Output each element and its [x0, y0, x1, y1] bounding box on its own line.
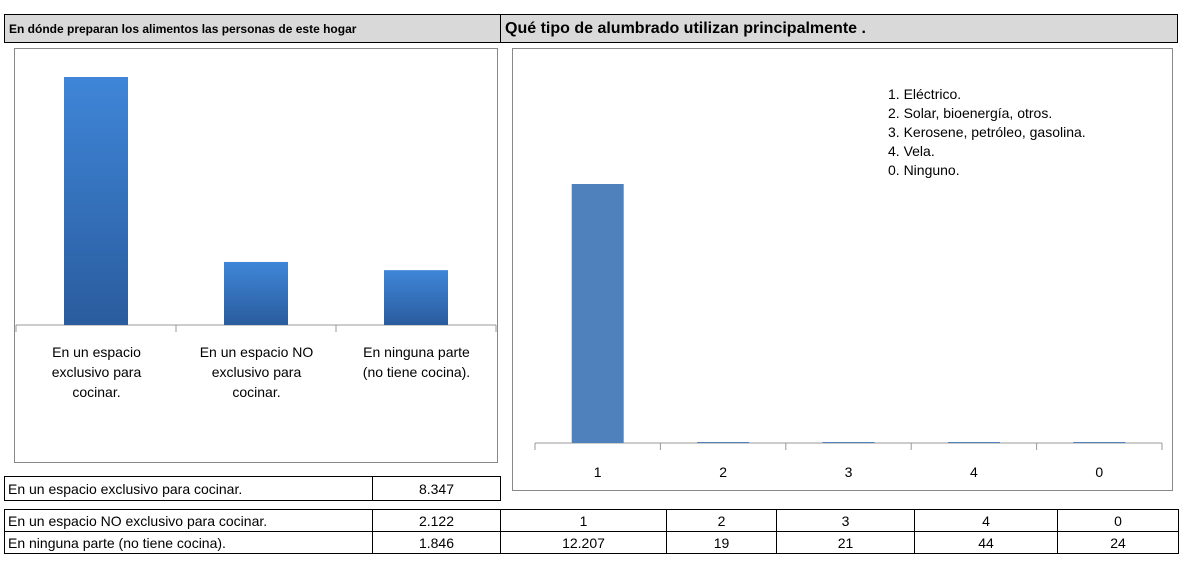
table-cell: 0: [1057, 509, 1179, 532]
legend-text: 1. Eléctrico.: [888, 86, 962, 102]
legend-text: 3. Kerosene, petróleo, gasolina.: [888, 124, 1086, 140]
table-cell: En un espacio NO exclusivo para cocinar.: [4, 509, 373, 532]
x-tick-label: En ninguna parte (no tiene cocina).: [362, 344, 471, 380]
x-tick-label: En un espacio NO exclusivo para cocinar.: [199, 344, 314, 400]
x-tick-label: En un espacio exclusivo para cocinar.: [51, 344, 142, 400]
table-cell: 21: [776, 531, 915, 554]
legend-text: 4. Vela.: [888, 143, 935, 159]
table-cell: 1: [500, 509, 667, 532]
table-cell: 2.122: [372, 509, 501, 532]
legend-text: 0. Ninguno.: [888, 162, 960, 178]
table-cell: En un espacio exclusivo para cocinar.: [4, 476, 373, 501]
table-cell: 44: [914, 531, 1058, 554]
table-cell: En ninguna parte (no tiene cocina).: [4, 531, 373, 554]
bar: [1073, 442, 1126, 443]
x-tick-label: 2: [719, 464, 727, 480]
table-cell: 8.347: [372, 476, 501, 501]
bar: [571, 184, 624, 443]
legend-text: 2. Solar, bioenergía, otros.: [888, 105, 1053, 121]
table-cell: 2: [666, 509, 777, 532]
table-cell: 4: [914, 509, 1058, 532]
x-tick-label: 3: [844, 464, 853, 480]
table-cell: 1.846: [372, 531, 501, 554]
left-header: En dónde preparan los alimentos las pers…: [4, 14, 501, 43]
bar: [224, 261, 288, 325]
x-tick-label: 4: [969, 464, 978, 480]
bar: [697, 442, 750, 443]
table-cell: 24: [1057, 531, 1179, 554]
table-cell: 12.207: [500, 531, 667, 554]
bar: [64, 77, 128, 325]
bar: [384, 270, 448, 325]
right-header: Qué tipo de alumbrado utilizan principal…: [500, 14, 1178, 43]
bar: [822, 442, 875, 443]
bar: [947, 442, 1000, 443]
x-tick-label: 0: [1095, 464, 1104, 480]
table-cell: 19: [666, 531, 777, 554]
x-tick-label: 1: [593, 464, 602, 480]
table-cell: 3: [776, 509, 915, 532]
